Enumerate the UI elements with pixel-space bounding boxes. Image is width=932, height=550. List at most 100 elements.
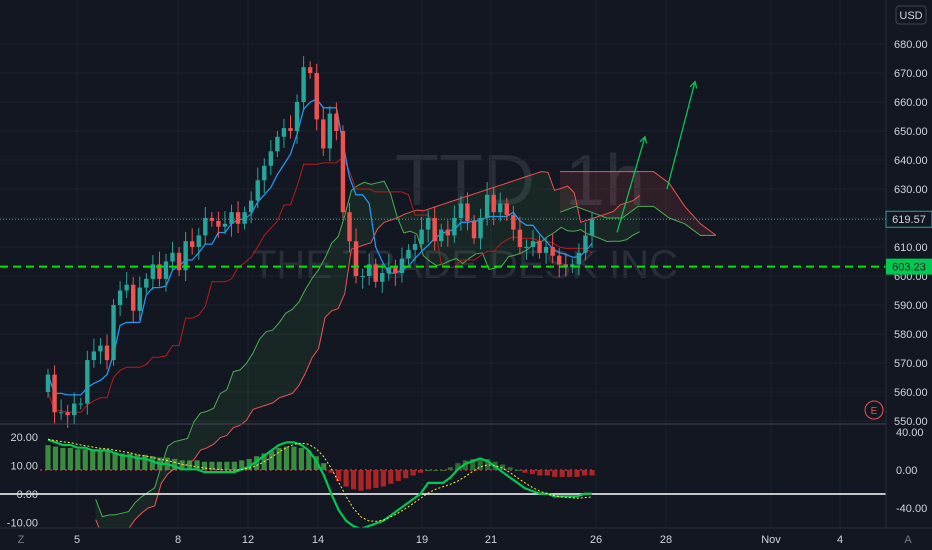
- histogram-bar: [552, 470, 558, 477]
- autoscale-toggle-button[interactable]: A: [904, 534, 912, 546]
- candle-body: [445, 229, 451, 236]
- candle-body: [248, 200, 254, 213]
- future-span-b: [560, 171, 717, 236]
- candle-body: [557, 255, 562, 265]
- histogram-bar: [328, 470, 334, 473]
- candle-body: [85, 360, 90, 404]
- span-a-line: [95, 180, 640, 518]
- candle-body: [583, 235, 588, 253]
- candle-body: [222, 223, 228, 227]
- histogram-bar: [537, 470, 543, 476]
- histogram-bar: [112, 452, 118, 470]
- histogram-bar: [209, 461, 215, 470]
- candle-body: [524, 247, 529, 248]
- histogram-bar: [45, 445, 51, 470]
- time-tick-label: 14: [312, 534, 324, 546]
- candle-body: [465, 203, 470, 221]
- time-axis[interactable]: 5 8 12 14 19 21 26 28 Nov 4: [74, 534, 843, 546]
- forecast-arrow-head: [689, 80, 698, 89]
- candle-body: [176, 252, 182, 271]
- histogram-bar: [52, 446, 59, 470]
- future-cloud-fill: [560, 171, 716, 236]
- candle-body: [235, 212, 241, 224]
- histogram-bar: [239, 460, 245, 470]
- candle-body: [163, 261, 169, 279]
- kijun-line: [47, 156, 593, 413]
- candle-body: [157, 264, 162, 279]
- currency-label: USD: [899, 10, 922, 22]
- histogram-bar: [559, 470, 565, 477]
- histogram-bar: [149, 456, 155, 470]
- candle-body: [425, 218, 431, 230]
- candle-body: [262, 165, 267, 181]
- candle-body: [78, 403, 83, 405]
- currency-badge[interactable]: USD: [895, 5, 927, 25]
- candle-body: [386, 267, 392, 274]
- candle-body: [380, 273, 385, 282]
- candle-body: [196, 235, 201, 247]
- candle-body: [91, 351, 97, 361]
- histogram-bar: [67, 447, 73, 470]
- earnings-marker[interactable]: E: [864, 400, 884, 420]
- candle-body: [242, 212, 247, 224]
- histogram-bar: [276, 447, 282, 470]
- histogram-bar: [499, 464, 506, 470]
- histogram-bar: [97, 450, 103, 470]
- candle-body: [111, 305, 116, 361]
- time-tick-label: 12: [242, 534, 254, 546]
- candle-body: [268, 151, 274, 166]
- candle-body: [478, 218, 483, 239]
- histogram-bar: [440, 470, 446, 471]
- time-tick-label: 4: [837, 534, 843, 546]
- price-tick-label: 570.00: [894, 358, 928, 370]
- histogram-bar: [365, 470, 372, 490]
- histogram-bar: [246, 458, 252, 470]
- candle-body: [484, 194, 490, 218]
- histogram-bar: [358, 470, 364, 491]
- candle-body: [458, 203, 464, 218]
- histogram-bar: [477, 457, 483, 470]
- histogram-bar: [432, 470, 439, 471]
- histogram-bar: [179, 460, 185, 470]
- time-tick-label: Nov: [761, 534, 781, 546]
- histogram-bar: [283, 446, 290, 470]
- candle-body: [373, 264, 378, 282]
- histogram-bar: [589, 470, 595, 476]
- candle-body: [150, 264, 156, 279]
- watermark-company: THE TRADE DESK INC: [252, 243, 678, 287]
- oscillator-tick-label: -40.00: [896, 503, 927, 515]
- price-tick-label: 660.00: [894, 97, 928, 109]
- oscillator-axis[interactable]: 40.00 0.00 -40.00: [896, 427, 927, 515]
- candle-body: [589, 219, 595, 236]
- histogram-bar: [224, 461, 230, 470]
- timezone-toggle-button[interactable]: Z: [18, 534, 25, 546]
- forecast-arrows[interactable]: [616, 80, 698, 233]
- candle-body: [498, 203, 503, 213]
- candle-body: [65, 412, 70, 416]
- candle-body: [419, 229, 424, 245]
- price-tick-label: 560.00: [894, 387, 928, 399]
- candle-body: [255, 180, 260, 201]
- histogram-bar: [567, 470, 573, 477]
- histogram-bar: [447, 467, 454, 470]
- histogram-bar: [388, 470, 394, 484]
- time-tick-label: 19: [416, 534, 428, 546]
- histogram-bar: [321, 463, 327, 470]
- histogram-bar: [254, 456, 260, 470]
- forecast-arrow-shaft: [616, 136, 646, 233]
- candle-body: [301, 67, 306, 102]
- price-axis[interactable]: 680.00670.00660.00650.00640.00630.00620.…: [894, 39, 928, 428]
- current-price-label: 619.57: [892, 214, 926, 226]
- candle-body: [321, 119, 326, 149]
- candle-body: [288, 128, 293, 131]
- histogram-bar: [82, 449, 88, 470]
- candle-body: [550, 247, 555, 256]
- price-tick-label: 550.00: [894, 416, 928, 428]
- candle-body: [439, 229, 444, 242]
- histogram-bar: [418, 470, 424, 473]
- earnings-marker-label: E: [871, 406, 878, 417]
- candle-body: [406, 249, 411, 259]
- price-tick-label: 630.00: [894, 184, 928, 196]
- oscillator-left-label: 20.00: [10, 432, 38, 444]
